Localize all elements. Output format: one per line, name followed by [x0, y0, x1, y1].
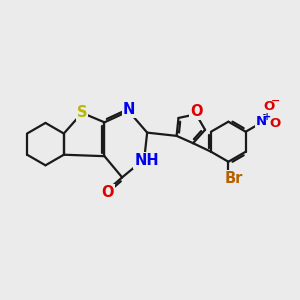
- Text: O: O: [263, 100, 275, 113]
- Text: +: +: [263, 112, 271, 122]
- Text: O: O: [190, 104, 202, 119]
- Text: −: −: [270, 96, 280, 106]
- Text: S: S: [77, 105, 87, 120]
- Text: N: N: [123, 103, 135, 118]
- Text: N: N: [256, 116, 267, 128]
- Text: Br: Br: [224, 171, 243, 186]
- Text: O: O: [269, 117, 281, 130]
- Text: O: O: [102, 184, 114, 200]
- Text: NH: NH: [134, 153, 159, 168]
